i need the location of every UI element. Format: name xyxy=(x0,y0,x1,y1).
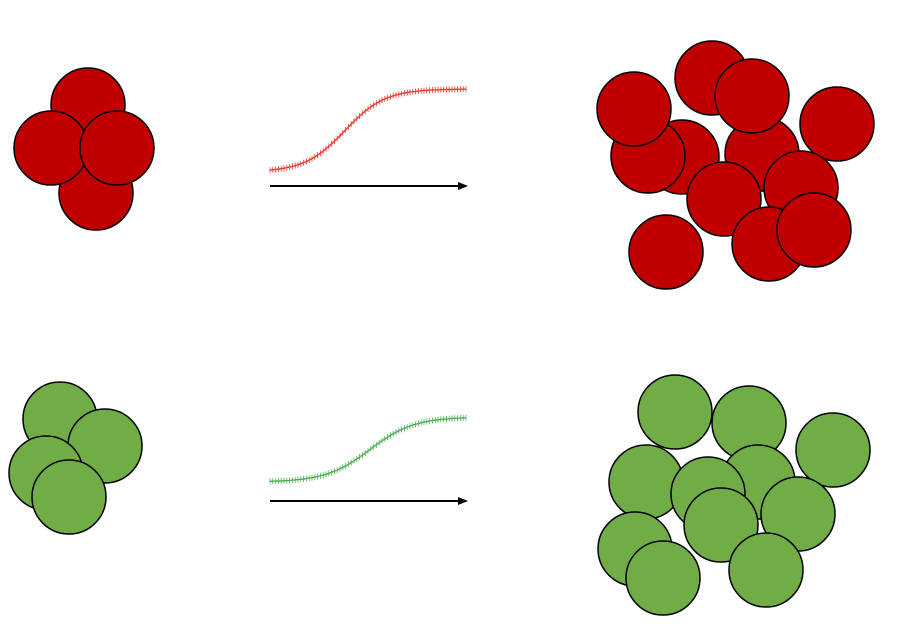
green-curve-error-bars xyxy=(269,414,467,485)
green-cell xyxy=(795,412,871,488)
red-cell xyxy=(714,58,790,134)
green-cell xyxy=(608,444,684,520)
red-cell xyxy=(628,214,704,290)
red-cell xyxy=(776,192,852,268)
red-cell xyxy=(13,110,89,186)
green-end-cluster xyxy=(597,374,871,616)
red-growth-curve xyxy=(269,88,466,171)
red-curve-error-bars xyxy=(269,86,467,174)
red-cell xyxy=(79,110,155,186)
red-start-cluster xyxy=(13,67,155,231)
green-cell xyxy=(728,532,804,608)
green-cell xyxy=(637,374,713,450)
red-cell xyxy=(596,71,672,147)
green-cell xyxy=(625,540,701,616)
red-end-cluster xyxy=(596,40,875,290)
red-cell xyxy=(799,86,875,162)
green-cell xyxy=(31,459,107,535)
green-start-cluster xyxy=(8,381,143,535)
